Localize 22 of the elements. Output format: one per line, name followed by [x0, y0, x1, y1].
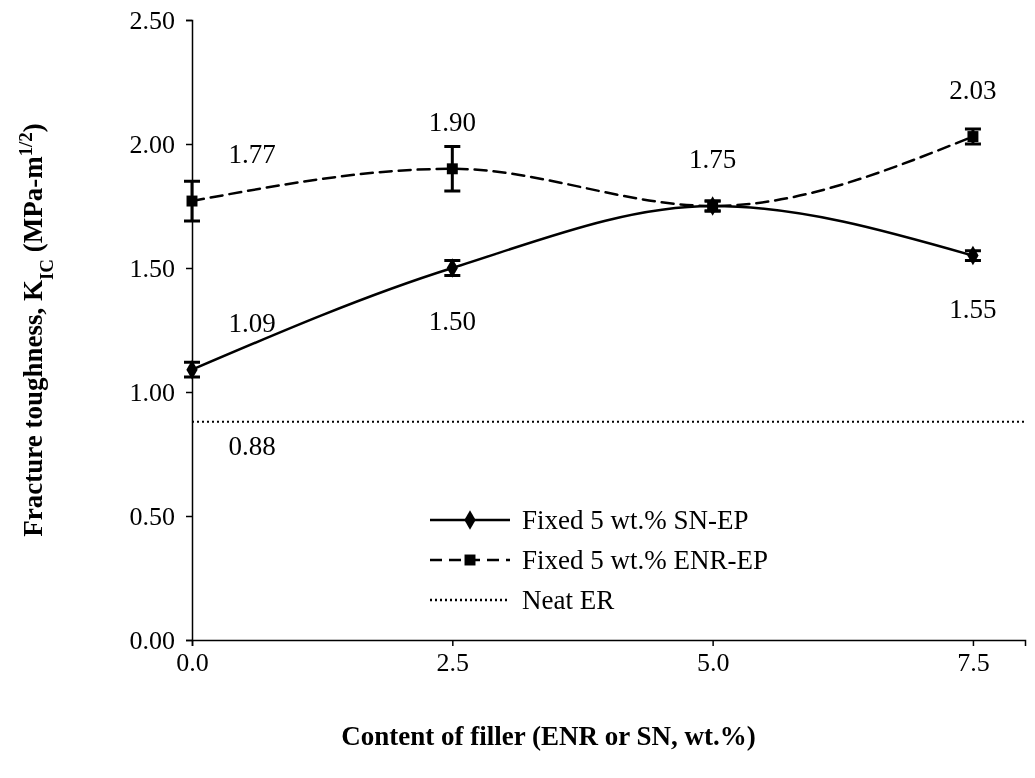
data-label: 1.09: [228, 307, 276, 338]
data-label: 1.90: [428, 106, 476, 137]
legend-label: Fixed 5 wt.% ENR-EP: [522, 545, 768, 575]
x-tick-label: 7.5: [957, 648, 990, 677]
data-label: 1.50: [428, 306, 476, 336]
annotation: 0.88: [228, 430, 276, 461]
legend-label: Neat ER: [522, 585, 615, 615]
data-label: 1.55: [949, 293, 997, 324]
y-tick-label: 1.00: [129, 377, 175, 407]
y-tick-label: 1.50: [129, 253, 175, 283]
x-tick-label: 2.5: [436, 648, 470, 677]
y-tick-label: 0.50: [129, 501, 175, 531]
data-label: 1.77: [228, 139, 276, 170]
data-label: 1.75: [689, 144, 737, 174]
x-tick-label: 0.0: [176, 648, 209, 677]
y-tick-label: 2.00: [129, 129, 175, 159]
y-tick-label: 0.00: [129, 625, 175, 655]
x-tick-label: 5.0: [696, 648, 730, 677]
legend-label: Fixed 5 wt.% SN-EP: [522, 505, 749, 535]
x-axis-title: Content of filler (ENR or SN, wt.%): [341, 721, 756, 751]
y-tick-label: 2.50: [129, 5, 175, 35]
data-label: 2.03: [949, 74, 997, 105]
